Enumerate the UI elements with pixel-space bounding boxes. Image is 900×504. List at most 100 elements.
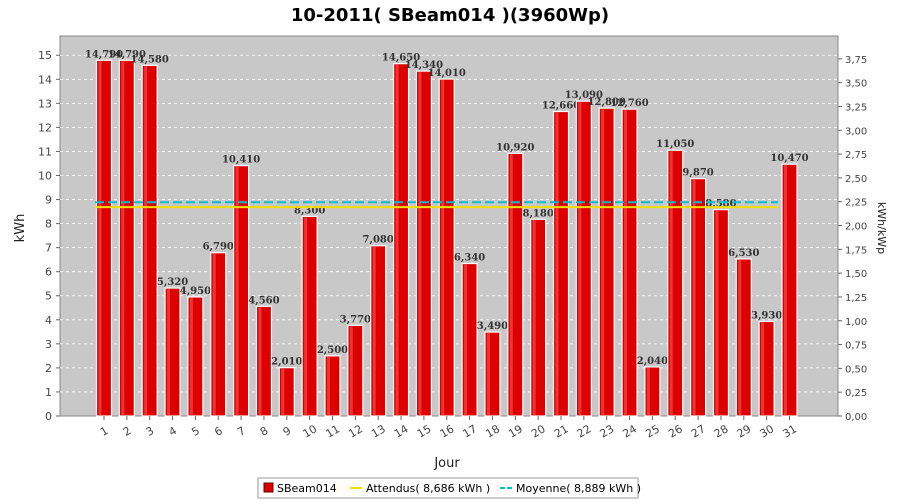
bar-value-label: 4,560	[248, 295, 279, 306]
bar-value-label: 14,650	[382, 53, 420, 64]
y-tick-label: 14	[38, 73, 52, 86]
y-axis-label: kWh	[13, 214, 28, 243]
bar-highlight	[281, 368, 285, 415]
bar-value-label: 8,580	[705, 199, 736, 210]
x-tick-label: 29	[735, 422, 754, 440]
x-tick-label: 17	[461, 422, 480, 440]
bar-highlight	[486, 333, 490, 415]
legend-swatch	[263, 482, 274, 493]
bar-highlight	[784, 165, 787, 415]
bar-value-label: 3,930	[751, 310, 782, 321]
bar-highlight	[509, 154, 513, 415]
bar-value-label: 3,770	[340, 314, 371, 325]
bar-value-label: 11,050	[656, 139, 694, 150]
bar-highlight	[372, 246, 376, 415]
y-tick-label: 0	[45, 410, 52, 423]
x-tick-label: 18	[483, 422, 502, 440]
bar-value-label: 12,760	[610, 98, 648, 109]
x-tick-label: 23	[598, 422, 617, 440]
x-tick-label: 4	[167, 424, 180, 439]
y-tick-label: 1	[45, 386, 52, 399]
bar-highlight	[121, 61, 125, 415]
y2-tick-label: 3,25	[845, 102, 867, 113]
y-tick-label: 5	[45, 290, 52, 303]
x-tick-label: 8	[258, 424, 271, 439]
bar-value-label: 9,870	[682, 168, 713, 179]
bar-highlight	[578, 102, 582, 415]
bar-highlight	[669, 151, 673, 415]
y2-tick-label: 1,00	[845, 317, 867, 328]
bar-value-label: 2,500	[317, 345, 348, 356]
x-tick-label: 28	[712, 422, 731, 440]
x-tick-label: 14	[392, 422, 411, 440]
y2-tick-label: 1,25	[845, 293, 867, 304]
bar-value-label: 3,490	[477, 321, 508, 332]
x-tick-label: 1	[98, 424, 111, 439]
x-tick-label: 3	[144, 424, 157, 439]
bar-value-label: 10,410	[222, 155, 260, 166]
x-tick-label: 20	[529, 422, 548, 440]
y2-tick-label: 0,25	[845, 388, 867, 399]
bar-value-label: 8,300	[294, 205, 325, 216]
bar-value-label: 14,340	[405, 60, 443, 71]
x-tick-label: 24	[620, 422, 639, 440]
bar-value-label: 2,010	[271, 357, 302, 368]
bar-highlight	[532, 220, 536, 415]
x-tick-label: 31	[780, 422, 799, 440]
y2-tick-label: 0,75	[845, 341, 867, 352]
chart-title: 10-2011( SBeam014 )(3960Wp)	[291, 5, 609, 26]
x-tick-label: 2	[121, 424, 134, 439]
legend-item-label: Moyenne( 8,889 kWh )	[516, 482, 641, 495]
y-tick-label: 3	[45, 338, 52, 351]
x-tick-label: 7	[235, 424, 248, 439]
x-tick-label: 10	[301, 422, 320, 440]
y2-tick-label: 0,00	[845, 412, 867, 423]
bar-highlight	[144, 66, 148, 416]
bar-highlight	[464, 264, 468, 415]
bar-value-label: 7,080	[363, 235, 394, 246]
x-tick-label: 12	[346, 422, 365, 440]
x-tick-label: 27	[689, 422, 708, 440]
x-tick-label: 9	[281, 424, 294, 439]
plot-area: 01234567891011121314150,000,250,500,751,…	[38, 35, 867, 441]
legend-item-label: Attendus( 8,686 kWh )	[366, 482, 490, 495]
y-tick-label: 6	[45, 266, 52, 279]
y2-tick-label: 2,50	[845, 174, 867, 185]
y-tick-label: 15	[38, 49, 52, 62]
y2-tick-label: 2,00	[845, 222, 867, 233]
bar-highlight	[327, 356, 330, 415]
x-axis-label: Jour	[433, 456, 460, 471]
y-tick-label: 11	[38, 145, 52, 158]
bar-highlight	[418, 72, 422, 415]
y2-tick-label: 3,50	[845, 79, 867, 90]
y2-tick-label: 0,50	[845, 364, 867, 375]
y2-tick-label: 1,50	[845, 269, 867, 280]
y-tick-label: 9	[45, 194, 52, 207]
x-tick-label: 19	[506, 422, 525, 440]
y2-tick-label: 3,00	[845, 126, 867, 137]
y2-tick-label: 3,75	[845, 55, 867, 66]
bar-highlight	[624, 110, 628, 415]
x-tick-label: 21	[552, 422, 571, 440]
bar-highlight	[761, 322, 765, 415]
x-tick-label: 5	[189, 424, 202, 439]
bar-highlight	[692, 179, 696, 415]
bar-highlight	[167, 289, 171, 415]
bar-highlight	[555, 112, 559, 416]
bar-value-label: 5,320	[157, 277, 188, 288]
bar-value-label: 14,790	[85, 49, 123, 60]
bar-highlight	[715, 210, 719, 415]
bar-highlight	[235, 166, 239, 415]
bar-value-label: 10,470	[770, 153, 808, 164]
x-tick-label: 11	[323, 422, 342, 440]
bar-highlight	[395, 64, 399, 415]
x-tick-label: 22	[575, 422, 594, 440]
legend-item-label: SBeam014	[277, 482, 337, 495]
bar-highlight	[349, 326, 353, 415]
x-tick-label: 25	[643, 422, 662, 440]
bar-value-label: 6,340	[454, 253, 485, 264]
y-tick-label: 2	[45, 362, 52, 375]
bar-value-label: 10,920	[496, 142, 534, 153]
x-tick-label: 13	[369, 422, 388, 440]
